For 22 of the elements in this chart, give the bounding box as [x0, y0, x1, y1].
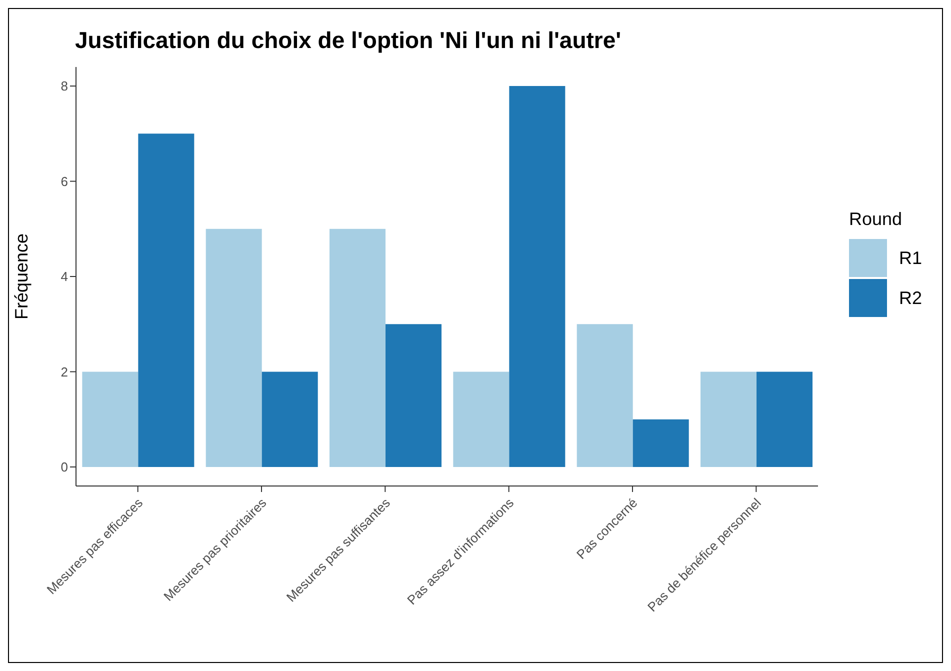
legend-label: R2: [899, 288, 922, 308]
legend-label: R1: [899, 248, 922, 268]
bar: [576, 324, 633, 467]
chart-title: Justification du choix de l'option 'Ni l'un ni l'autre': [75, 27, 622, 54]
y-tick-label: 4: [60, 269, 68, 284]
bar: [262, 372, 318, 467]
y-tick-label: 8: [60, 78, 68, 94]
bar: [330, 228, 386, 467]
bar: [138, 134, 194, 467]
legend-title: Round: [849, 209, 904, 230]
y-tick-label: 0: [60, 460, 68, 475]
bar: [509, 86, 566, 467]
bar: [700, 372, 757, 467]
bar: [453, 372, 510, 467]
bar: [82, 372, 138, 467]
bar: [756, 372, 813, 467]
bar: [632, 419, 689, 467]
bar: [386, 324, 442, 467]
bar: [206, 228, 262, 467]
y-tick-label: 2: [60, 364, 68, 380]
y-tick-label: 6: [60, 174, 68, 189]
y-axis-title: Fréquence: [11, 233, 32, 320]
